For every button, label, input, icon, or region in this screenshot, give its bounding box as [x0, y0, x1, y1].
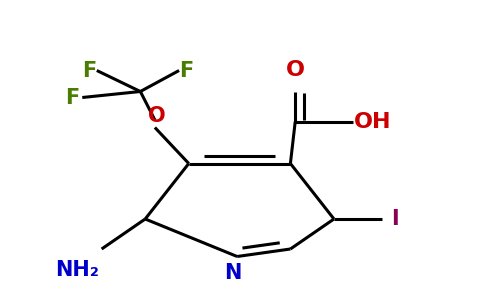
- Text: OH: OH: [354, 112, 392, 131]
- Text: NH₂: NH₂: [56, 260, 99, 280]
- Text: F: F: [65, 88, 80, 107]
- Text: N: N: [224, 263, 241, 283]
- Text: O: O: [286, 59, 305, 80]
- Text: F: F: [82, 61, 97, 80]
- Text: O: O: [149, 106, 166, 126]
- Text: I: I: [391, 209, 398, 229]
- Text: F: F: [179, 61, 194, 80]
